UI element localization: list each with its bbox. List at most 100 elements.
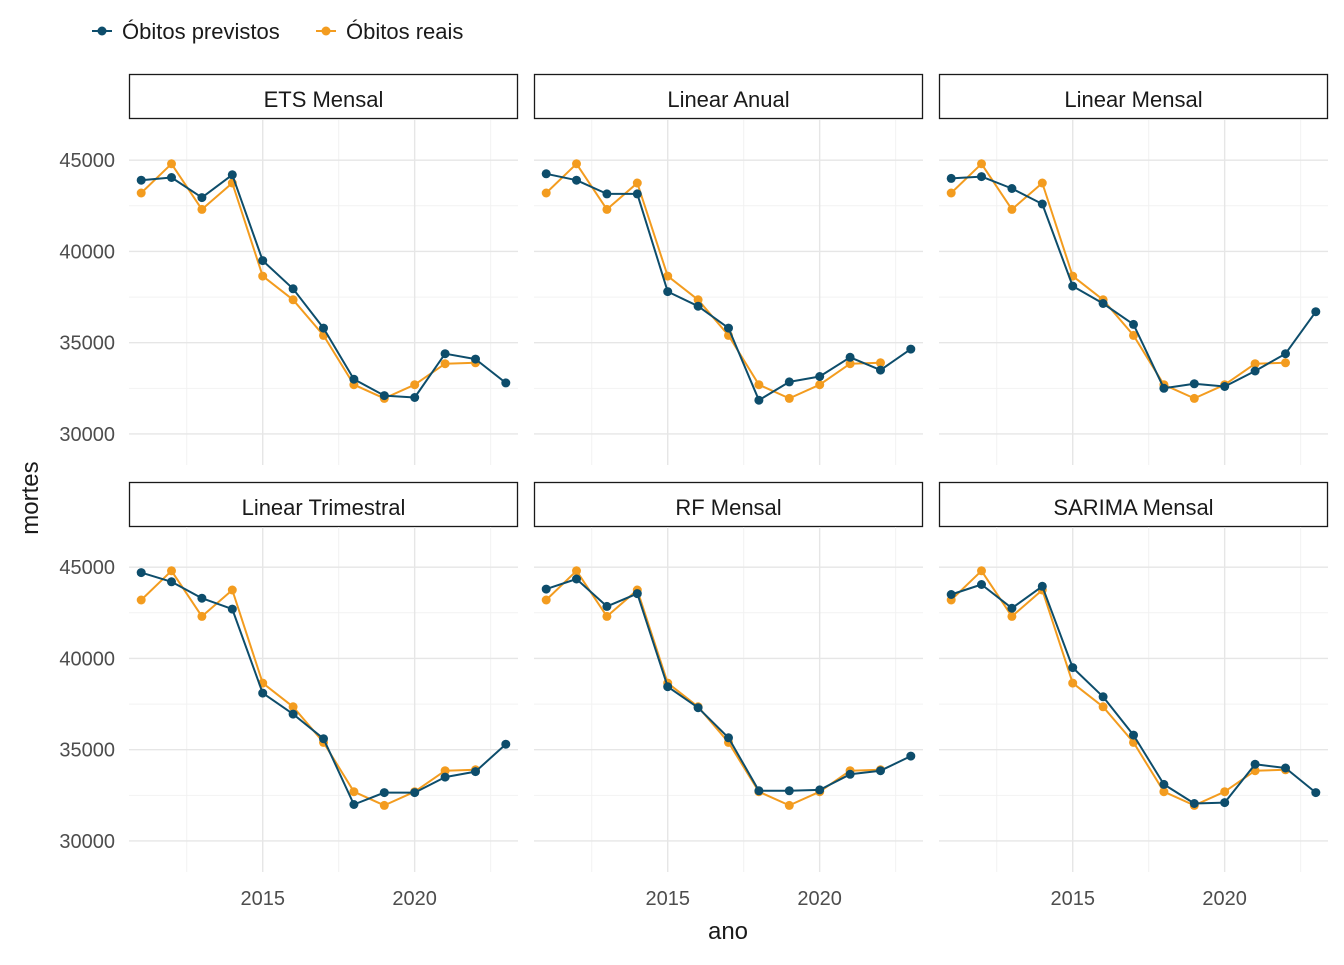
- data-point-reais: [815, 380, 825, 390]
- data-point-previstos: [410, 788, 420, 798]
- y-axis-title: mortes: [17, 461, 44, 534]
- data-point-previstos: [845, 769, 855, 779]
- data-point-previstos: [258, 256, 268, 266]
- series-reais: [946, 566, 1290, 810]
- facet-panel: Linear Trimestral 30000 35000 40000 45000 201…: [59, 481, 519, 910]
- data-point-previstos: [906, 751, 916, 761]
- facet-panel: ETS Mensal 30000 35000 40000 45000: [59, 73, 519, 465]
- data-point-previstos: [1007, 184, 1017, 193]
- data-point-previstos: [1007, 603, 1017, 613]
- data-point-reais: [288, 295, 298, 305]
- data-point-previstos: [1098, 299, 1108, 308]
- data-point-previstos: [349, 800, 359, 809]
- data-point-previstos: [319, 323, 328, 333]
- data-point-previstos: [136, 175, 146, 185]
- gridlines: [129, 527, 518, 872]
- facet-strip: [533, 73, 924, 120]
- data-point-previstos: [876, 766, 885, 776]
- y-tick-label: 45000: [59, 557, 115, 579]
- facet-panel: Linear Mensal: [938, 73, 1329, 465]
- data-point-previstos: [288, 709, 298, 719]
- y-tick-label: 35000: [59, 333, 115, 355]
- series-reais: [541, 159, 885, 403]
- series-previstos: [541, 169, 916, 405]
- data-point-previstos: [754, 786, 764, 796]
- data-point-previstos: [258, 688, 268, 698]
- data-point-previstos: [1311, 307, 1321, 317]
- x-tick-label: 2015: [1050, 888, 1095, 910]
- data-point-reais: [977, 566, 986, 576]
- data-point-previstos: [602, 601, 612, 611]
- data-point-reais: [784, 800, 794, 810]
- data-point-reais: [288, 702, 298, 712]
- data-point-previstos: [724, 323, 733, 333]
- data-point-previstos: [1220, 798, 1230, 808]
- data-point-previstos: [471, 767, 480, 777]
- data-point-previstos: [572, 574, 581, 584]
- data-point-reais: [1159, 787, 1169, 797]
- facet-title: SARIMA Mensal: [1053, 495, 1213, 520]
- legend-item-previstos: Óbitos previstos: [92, 19, 280, 44]
- data-point-previstos: [693, 703, 703, 713]
- series-line-previstos: [951, 175, 1317, 390]
- data-point-previstos: [1189, 379, 1199, 389]
- data-point-reais: [1098, 702, 1108, 712]
- data-point-previstos: [663, 287, 673, 297]
- gridlines: [939, 527, 1328, 872]
- data-point-reais: [1281, 358, 1290, 368]
- data-point-previstos: [572, 175, 581, 185]
- data-point-reais: [602, 204, 612, 214]
- series-previstos: [136, 568, 511, 809]
- data-point-previstos: [602, 189, 612, 199]
- data-point-previstos: [906, 344, 916, 354]
- data-point-previstos: [977, 580, 986, 589]
- x-tick-label: 2020: [797, 888, 842, 910]
- y-tick-label: 40000: [59, 241, 115, 263]
- facet-title: RF Mensal: [675, 495, 781, 520]
- data-point-reais: [572, 566, 581, 576]
- data-point-previstos: [167, 577, 176, 587]
- data-point-previstos: [1037, 581, 1047, 591]
- gridlines: [534, 120, 923, 465]
- data-point-previstos: [1189, 799, 1199, 808]
- legend-key-point: [321, 26, 331, 36]
- facet-strip: [938, 481, 1329, 528]
- data-point-reais: [136, 595, 146, 605]
- x-tick-label: 2020: [392, 888, 437, 910]
- legend-label: Óbitos reais: [346, 19, 463, 44]
- data-point-previstos: [197, 193, 207, 203]
- series-line-reais: [545, 569, 881, 807]
- series-line-previstos: [545, 578, 912, 792]
- series-line-reais: [950, 569, 1286, 807]
- data-point-reais: [602, 611, 612, 621]
- data-point-previstos: [977, 172, 986, 182]
- data-point-previstos: [1068, 663, 1078, 673]
- data-point-previstos: [1220, 382, 1230, 391]
- data-point-reais: [258, 271, 268, 281]
- data-point-previstos: [410, 393, 420, 402]
- data-point-previstos: [541, 584, 551, 594]
- facet-title: Linear Anual: [667, 87, 789, 112]
- data-point-previstos: [167, 173, 176, 182]
- data-point-previstos: [1159, 779, 1169, 789]
- y-tick-label: 30000: [59, 831, 115, 853]
- gridlines: [534, 527, 923, 872]
- data-point-reais: [572, 159, 581, 169]
- data-point-reais: [440, 359, 450, 369]
- series-reais: [136, 566, 480, 810]
- data-point-reais: [1007, 611, 1017, 621]
- legend-label: Óbitos previstos: [122, 19, 280, 44]
- gridlines: [129, 120, 518, 465]
- data-point-previstos: [632, 589, 642, 599]
- data-point-previstos: [1129, 730, 1138, 740]
- data-point-previstos: [784, 786, 794, 796]
- data-point-reais: [977, 159, 986, 169]
- data-point-reais: [1129, 330, 1138, 340]
- data-point-previstos: [440, 349, 450, 359]
- data-point-previstos: [319, 734, 328, 744]
- data-point-reais: [1037, 178, 1047, 188]
- data-point-reais: [663, 271, 673, 281]
- series-previstos: [541, 574, 916, 796]
